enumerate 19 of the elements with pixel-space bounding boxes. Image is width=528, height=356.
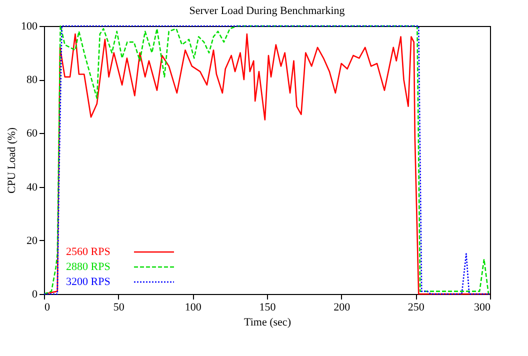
- y-tick-label: 100: [21, 20, 38, 32]
- x-tick-label: 50: [113, 302, 125, 314]
- legend-label: 3200 RPS: [66, 276, 110, 288]
- chart-title: Server Load During Benchmarking: [189, 5, 346, 17]
- y-tick-label: 60: [26, 128, 38, 140]
- x-tick-label: 250: [408, 302, 425, 314]
- y-tick-label: 20: [26, 234, 38, 247]
- x-tick-label: 300: [474, 302, 491, 314]
- y-tick-label: 40: [26, 181, 38, 194]
- y-axis-title: CPU Load (%): [6, 127, 18, 194]
- legend-label: 2880 RPS: [66, 261, 110, 273]
- x-tick-label: 150: [259, 302, 276, 314]
- x-tick-label: 0: [44, 302, 50, 314]
- y-tick-label: 80: [26, 74, 38, 86]
- y-tick-label: 0: [32, 288, 38, 300]
- legend-label: 2560 RPS: [66, 246, 110, 258]
- x-axis-title: Time (sec): [244, 316, 292, 328]
- x-tick-label: 100: [184, 302, 202, 314]
- x-tick-label: 200: [334, 302, 351, 314]
